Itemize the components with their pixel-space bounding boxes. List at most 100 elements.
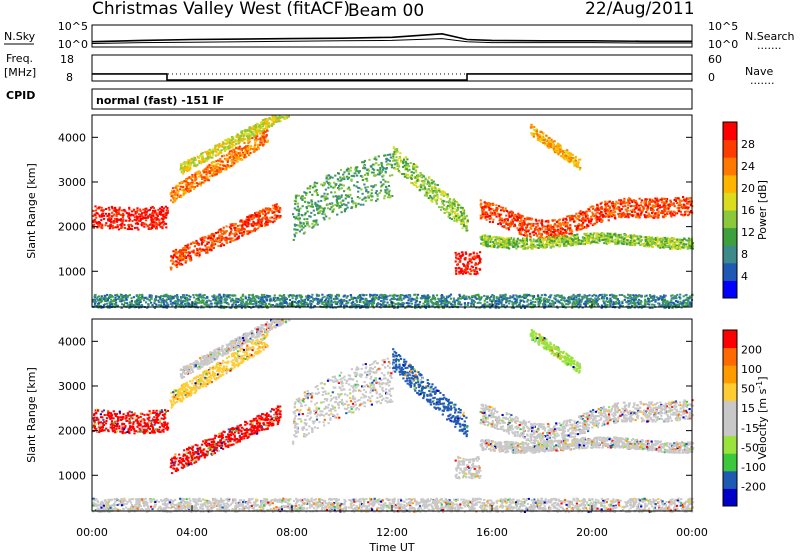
heatmap-cell <box>654 201 657 204</box>
heatmap-cell <box>557 231 560 234</box>
heatmap-cell <box>677 204 680 207</box>
heatmap-cell <box>135 219 138 222</box>
heatmap-cell <box>404 160 407 163</box>
heatmap-cell <box>559 222 562 225</box>
heatmap-cell <box>100 215 103 218</box>
heatmap-cell <box>396 161 399 164</box>
heatmap-cell <box>573 240 576 243</box>
heatmap-cell <box>648 242 652 244</box>
heatmap-cell <box>208 163 211 166</box>
heatmap-cell <box>540 234 543 237</box>
heatmap-cell <box>613 207 616 210</box>
heatmap-cell <box>622 205 625 208</box>
heatmap-cell <box>463 269 466 271</box>
heatmap-cell <box>600 210 603 213</box>
heatmap-cell <box>418 185 421 188</box>
heatmap-cell <box>562 243 566 246</box>
heatmap-cell <box>255 228 258 231</box>
heatmap-cell <box>229 227 232 230</box>
heatmap-cell <box>629 209 632 212</box>
heatmap-cell <box>672 244 675 247</box>
heatmap-cell <box>603 238 606 241</box>
heatmap-cell <box>367 195 370 198</box>
heatmap-cell <box>342 173 345 176</box>
heatmap-cell <box>424 177 427 180</box>
heatmap-cell <box>560 231 563 234</box>
heatmap-cell <box>430 179 433 182</box>
heatmap-cell <box>445 209 448 212</box>
heatmap-cell <box>570 243 573 246</box>
heatmap-cell <box>307 223 310 226</box>
heatmap-cell <box>259 127 262 130</box>
heatmap-cell <box>556 150 559 153</box>
heatmap-cell <box>252 224 255 227</box>
heatmap-cell <box>210 173 213 176</box>
heatmap-cell <box>220 167 223 170</box>
heatmap-cell <box>685 198 688 201</box>
heatmap-cell <box>190 185 193 188</box>
heatmap-cell <box>473 269 477 272</box>
heatmap-cell <box>527 245 530 248</box>
heatmap-cell <box>222 226 225 229</box>
heatmap-cell <box>180 181 183 183</box>
heatmap-cell <box>596 232 599 235</box>
heatmap-cell <box>518 242 521 245</box>
heatmap-cell <box>293 228 296 231</box>
heatmap-cell <box>631 200 634 202</box>
heatmap-cell <box>590 220 593 223</box>
heatmap-cell <box>209 236 212 239</box>
heatmap-cell <box>562 218 565 220</box>
heatmap-cell <box>327 207 330 210</box>
heatmap-cell <box>295 224 298 227</box>
heatmap-cell <box>238 141 241 144</box>
heatmap-cell <box>533 231 536 234</box>
heatmap-cell <box>275 218 278 221</box>
heatmap-cell <box>550 228 553 231</box>
heatmap-cell <box>472 269 475 272</box>
heatmap-cell <box>479 236 482 239</box>
heatmap-cell <box>630 236 633 239</box>
heatmap-cell <box>373 157 377 160</box>
heatmap-cell <box>238 224 242 227</box>
heatmap-cell <box>661 197 664 200</box>
heatmap-cell <box>640 199 643 202</box>
heatmap-cell <box>144 210 147 213</box>
heatmap-cell <box>201 161 204 164</box>
heatmap-cell <box>568 232 571 235</box>
heatmap-cell <box>268 117 271 120</box>
heatmap-cell <box>572 238 575 241</box>
heatmap-cell <box>343 210 346 213</box>
heatmap-cell <box>547 243 550 246</box>
heatmap-cell <box>442 195 445 197</box>
noise-series <box>91 32 692 44</box>
heatmap-cell <box>498 215 501 218</box>
heatmap-cell <box>207 241 210 244</box>
heatmap-cell <box>457 218 460 221</box>
heatmap-cell <box>175 266 179 268</box>
heatmap-cell <box>382 168 385 171</box>
heatmap-cell <box>226 161 229 163</box>
heatmap-cell <box>116 220 119 223</box>
heatmap-cell <box>549 234 552 237</box>
heatmap-cell <box>247 148 250 151</box>
heatmap-cell <box>210 156 213 159</box>
heatmap-cell <box>350 178 353 181</box>
heatmap-cell <box>230 224 233 227</box>
noise-line <box>91 38 692 44</box>
heatmap-cell <box>596 237 600 240</box>
heatmap-cell <box>498 240 501 243</box>
heatmap-cell <box>689 203 692 206</box>
heatmap-cell <box>453 211 456 213</box>
heatmap-cell <box>465 252 468 255</box>
heatmap-cell <box>637 204 640 207</box>
heatmap-cell <box>261 217 264 220</box>
heatmap-cell <box>672 237 675 240</box>
heatmap-cell <box>140 223 143 226</box>
heatmap-cell <box>443 208 447 211</box>
heatmap-cell <box>691 242 694 245</box>
heatmap-cell <box>380 161 383 164</box>
heatmap-cell <box>260 124 263 127</box>
heatmap-cell <box>460 214 463 217</box>
heatmap-cell <box>418 179 421 182</box>
